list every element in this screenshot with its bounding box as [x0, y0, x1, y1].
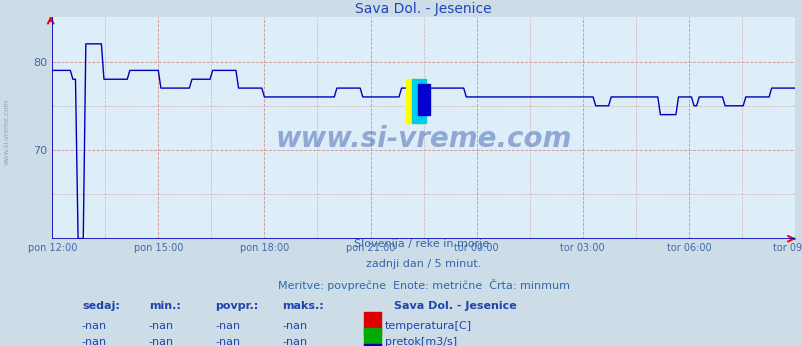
Text: -nan: -nan: [282, 321, 307, 331]
Text: -nan: -nan: [215, 321, 241, 331]
Text: -nan: -nan: [148, 337, 174, 346]
Text: temperatura[C]: temperatura[C]: [384, 321, 472, 331]
Text: -nan: -nan: [282, 337, 307, 346]
Text: min.:: min.:: [148, 301, 180, 311]
Text: -nan: -nan: [82, 337, 107, 346]
Text: sedaj:: sedaj:: [82, 301, 119, 311]
Text: -nan: -nan: [82, 321, 107, 331]
Text: Slovenija / reke in morje.: Slovenija / reke in morje.: [354, 238, 492, 248]
Text: Sava Dol. - Jesenice: Sava Dol. - Jesenice: [393, 301, 516, 311]
Text: maks.:: maks.:: [282, 301, 324, 311]
Bar: [363, 344, 380, 346]
Text: -nan: -nan: [148, 321, 174, 331]
Bar: [363, 312, 380, 334]
Bar: [412, 79, 425, 124]
Text: pretok[m3/s]: pretok[m3/s]: [384, 337, 456, 346]
Text: www.si-vreme.com: www.si-vreme.com: [275, 125, 571, 153]
Text: Meritve: povprečne  Enote: metrične  Črta: minmum: Meritve: povprečne Enote: metrične Črta:…: [277, 279, 569, 291]
Title: Sava Dol. - Jesenice: Sava Dol. - Jesenice: [354, 2, 492, 16]
Text: -nan: -nan: [215, 337, 241, 346]
Text: www.si-vreme.com: www.si-vreme.com: [3, 98, 10, 165]
Bar: [405, 79, 421, 124]
Text: povpr.:: povpr.:: [215, 301, 258, 311]
Bar: [417, 84, 429, 115]
Bar: [363, 328, 380, 346]
Text: zadnji dan / 5 minut.: zadnji dan / 5 minut.: [366, 259, 480, 268]
